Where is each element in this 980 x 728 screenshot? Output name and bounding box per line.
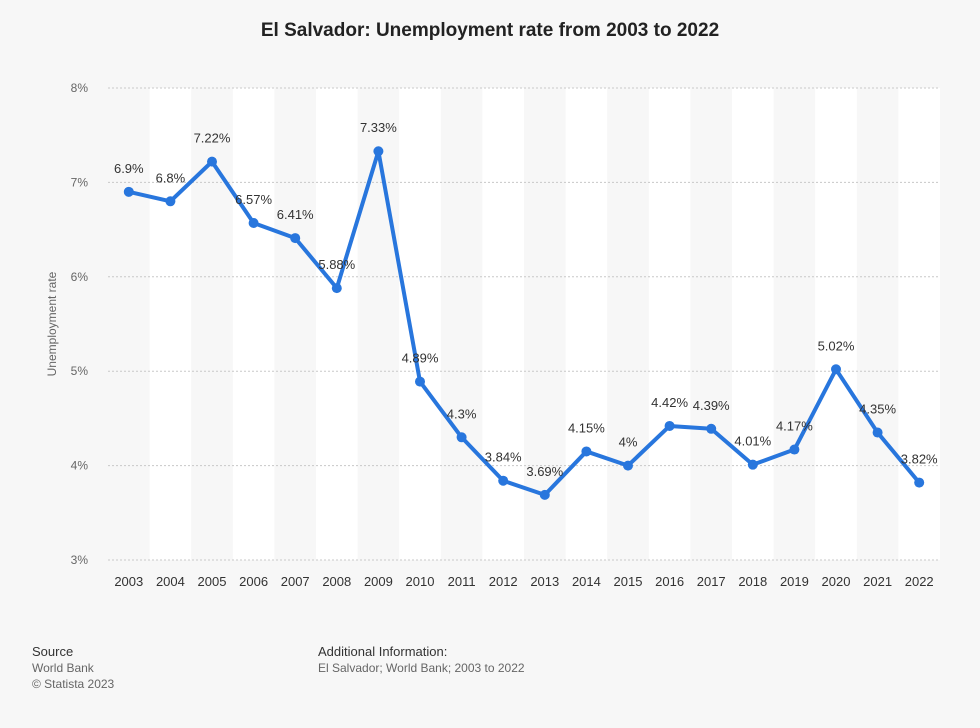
data-point (539, 489, 550, 500)
x-tick-label: 2003 (114, 574, 143, 589)
x-tick-label: 2010 (406, 574, 435, 589)
x-tick-label: 2019 (780, 574, 809, 589)
x-tick-label: 2012 (489, 574, 518, 589)
x-axis-ticks: 2003 2004 2005 2006 2007 2008 2009 2010 2011 2012… (114, 574, 933, 589)
x-tick-label: 2008 (322, 574, 351, 589)
y-axis-ticks: 3% 4% 5% 6% 7% 8% (71, 81, 89, 567)
x-tick-label: 2011 (448, 574, 476, 589)
data-label: 5.02% (818, 338, 855, 353)
data-label: 3.69% (526, 464, 563, 479)
data-label: 4.15% (568, 420, 605, 435)
data-label: 4.01% (734, 434, 771, 449)
x-tick-label: 2006 (239, 574, 268, 589)
y-tick-label: 6% (71, 270, 89, 284)
x-tick-label: 2009 (364, 574, 393, 589)
data-point (290, 233, 301, 244)
y-tick-label: 7% (71, 175, 89, 189)
data-point (373, 146, 384, 157)
x-tick-label: 2016 (655, 574, 684, 589)
data-label: 4.35% (859, 402, 896, 417)
data-label: 5.88% (318, 257, 355, 272)
data-point (248, 217, 259, 228)
x-tick-label: 2013 (530, 574, 559, 589)
data-point (664, 420, 675, 431)
data-point (914, 477, 925, 488)
additional-info-text: El Salvador; World Bank; 2003 to 2022 (318, 661, 525, 675)
line-chart: 3%4%5%6%7%8% 2003 2004 2005 2006 2007 2008 200… (45, 81, 940, 589)
chart-title: El Salvador: Unemployment rate from 2003… (260, 20, 720, 41)
data-label: 4.17% (776, 419, 813, 434)
data-point (872, 427, 883, 438)
column-band (482, 88, 524, 560)
column-band (815, 88, 857, 560)
data-label: 7.33% (360, 120, 397, 135)
column-band (648, 88, 691, 560)
series-line-path (126, 149, 922, 497)
data-label: 4% (619, 435, 638, 450)
gridlines (108, 87, 940, 561)
source-name: World Bank (32, 661, 94, 675)
y-tick-label: 3% (71, 553, 89, 567)
data-point (415, 376, 425, 387)
x-tick-label: 2022 (905, 574, 934, 589)
data-label: 3.84% (485, 450, 522, 465)
data-label: 4.3% (447, 406, 477, 421)
data-point (456, 432, 467, 443)
x-tick-label: 2014 (572, 574, 601, 589)
x-tick-label: 2021 (863, 574, 892, 589)
column-band (399, 88, 441, 560)
data-label: 4.89% (402, 351, 439, 366)
column-band (565, 88, 608, 560)
y-tick-label: 8% (71, 81, 89, 95)
copyright: © Statista 2023 (32, 677, 115, 691)
data-labels: 6.9% 6.8% 7.22% 6.57% 6.41% 5.88% 7.33% 4.89% 4.… (114, 120, 938, 479)
y-tick-label: 5% (71, 364, 89, 378)
data-label: 4.42% (651, 395, 688, 410)
data-point (831, 364, 841, 375)
source-heading: Source (32, 644, 74, 659)
data-label: 6.57% (235, 192, 272, 207)
data-label: 3.82% (901, 452, 938, 467)
column-band (732, 88, 774, 560)
x-tick-label: 2007 (281, 574, 310, 589)
data-point (498, 475, 509, 486)
column-band (232, 88, 275, 560)
x-tick-label: 2004 (156, 574, 185, 589)
additional-info-heading: Additional Information: (318, 644, 448, 659)
data-point (623, 460, 633, 471)
data-point (331, 283, 342, 294)
y-axis-label: Unemployment rate (45, 271, 59, 376)
data-point (581, 446, 592, 457)
x-tick-label: 2015 (614, 574, 643, 589)
column-band (316, 88, 358, 560)
y-tick-label: 4% (71, 459, 89, 473)
source-block: Source World Bank © Statista 2023 (32, 644, 114, 692)
data-point (747, 459, 758, 470)
data-point (789, 444, 800, 455)
x-tick-label: 2017 (697, 574, 726, 589)
data-label: 4.39% (693, 398, 730, 413)
data-label: 6.41% (277, 207, 314, 222)
column-band (898, 88, 940, 560)
additional-info-block: Additional Information: El Salvador; Wor… (318, 644, 525, 676)
data-points (123, 146, 925, 500)
column-bands (149, 88, 940, 560)
x-tick-label: 2018 (738, 574, 767, 589)
x-tick-label: 2020 (822, 574, 851, 589)
data-point (165, 196, 176, 207)
data-label: 6.8% (156, 170, 186, 185)
data-point (207, 156, 217, 167)
data-label: 7.22% (194, 131, 231, 146)
series-line (126, 149, 922, 497)
data-label: 6.9% (114, 161, 144, 176)
x-tick-label: 2005 (198, 574, 227, 589)
column-band (149, 88, 192, 560)
data-point (706, 423, 717, 434)
data-point (123, 186, 134, 197)
